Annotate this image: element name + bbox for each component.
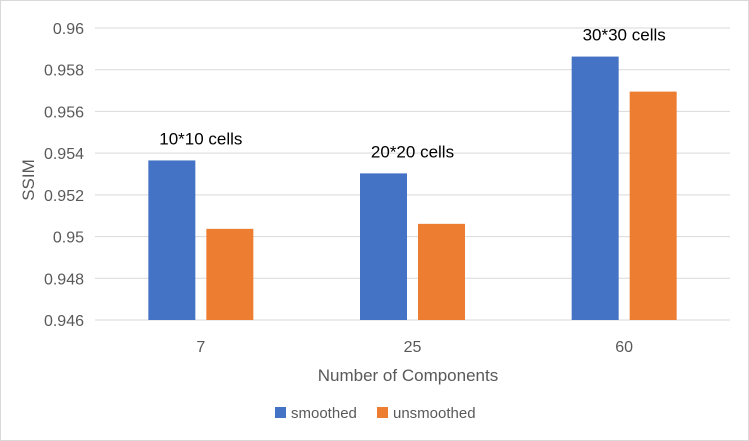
bars <box>148 56 677 321</box>
y-tick-labels: 0.946 0.948 0.95 0.952 0.954 0.956 0.958 0.96 <box>44 21 84 330</box>
x-tick-labels: 7 25 60 <box>196 339 633 356</box>
x-axis-title: Number of Components <box>318 366 498 385</box>
y-tick-label: 0.952 <box>44 188 84 205</box>
bar-unsmoothed-7 <box>206 228 254 320</box>
legend-label: unsmoothed <box>393 405 476 422</box>
legend-label: smoothed <box>291 405 357 422</box>
legend: smoothed unsmoothed <box>275 405 476 422</box>
y-tick-label: 0.958 <box>44 63 84 80</box>
annotations: 10*10 cells 20*20 cells 30*30 cells <box>159 26 666 162</box>
annotation-label: 10*10 cells <box>159 129 242 148</box>
annotation-label: 30*30 cells <box>583 26 666 45</box>
y-tick-label: 0.95 <box>53 230 84 247</box>
y-axis-title: SSIM <box>19 159 38 201</box>
y-tick-label: 0.954 <box>44 146 84 163</box>
y-tick-label: 0.946 <box>44 313 84 330</box>
legend-swatch-smoothed <box>275 407 286 418</box>
gridlines <box>95 27 730 321</box>
y-tick-label: 0.948 <box>44 271 84 288</box>
x-tick-label: 25 <box>404 339 422 356</box>
legend-swatch-unsmoothed <box>377 407 388 418</box>
bar-smoothed-7 <box>148 160 196 320</box>
bar-smoothed-60 <box>571 56 619 321</box>
bar-unsmoothed-60 <box>629 91 677 320</box>
y-tick-label: 0.96 <box>53 21 84 38</box>
y-tick-label: 0.956 <box>44 104 84 121</box>
x-tick-label: 7 <box>196 339 205 356</box>
annotation-label: 20*20 cells <box>371 142 454 161</box>
x-tick-label: 60 <box>615 339 633 356</box>
bar-smoothed-25 <box>360 173 407 320</box>
bar-unsmoothed-25 <box>418 223 465 320</box>
